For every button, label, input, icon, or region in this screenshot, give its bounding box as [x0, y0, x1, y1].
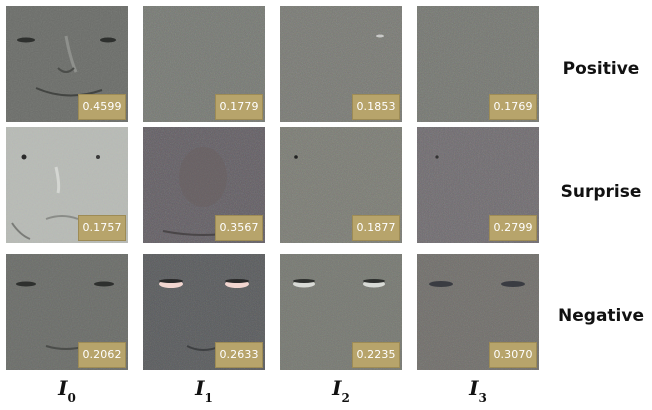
score-badge: 0.1757 [78, 215, 126, 241]
face-tile-surprise-i1: 0.3567 [143, 127, 265, 243]
face-tile-positive-i0: 0.4599 [6, 6, 128, 122]
face-tile-negative-i0: 0.2062 [6, 254, 128, 370]
face-tile-surprise-i3: 0.2799 [417, 127, 539, 243]
score-badge: 0.2799 [489, 215, 537, 241]
column-label-i0: I0 [58, 376, 76, 405]
column-label-i2: I2 [332, 376, 350, 405]
face-tile-negative-i2: 0.2235 [280, 254, 402, 370]
score-badge: 0.3070 [489, 342, 537, 368]
score-badge: 0.1769 [489, 94, 537, 120]
face-tile-negative-i1: 0.2633 [143, 254, 265, 370]
score-badge: 0.3567 [215, 215, 263, 241]
score-badge: 0.1853 [352, 94, 400, 120]
row-label-positive: Positive [562, 59, 640, 79]
score-badge: 0.2235 [352, 342, 400, 368]
face-tile-positive-i2: 0.1853 [280, 6, 402, 122]
face-image [6, 127, 128, 243]
face-tile-surprise-i2: 0.1877 [280, 127, 402, 243]
face-image [6, 6, 128, 122]
row-label-negative: Negative [558, 306, 644, 326]
face-tile-positive-i1: 0.1779 [143, 6, 265, 122]
score-badge: 0.1779 [215, 94, 263, 120]
column-label-i3: I3 [469, 376, 487, 405]
face-tile-negative-i3: 0.3070 [417, 254, 539, 370]
score-badge: 0.2633 [215, 342, 263, 368]
score-badge: 0.4599 [78, 94, 126, 120]
row-label-surprise: Surprise [560, 182, 642, 202]
score-badge: 0.1877 [352, 215, 400, 241]
face-tile-surprise-i0: 0.1757 [6, 127, 128, 243]
face-tile-positive-i3: 0.1769 [417, 6, 539, 122]
column-label-i1: I1 [195, 376, 213, 405]
score-badge: 0.2062 [78, 342, 126, 368]
